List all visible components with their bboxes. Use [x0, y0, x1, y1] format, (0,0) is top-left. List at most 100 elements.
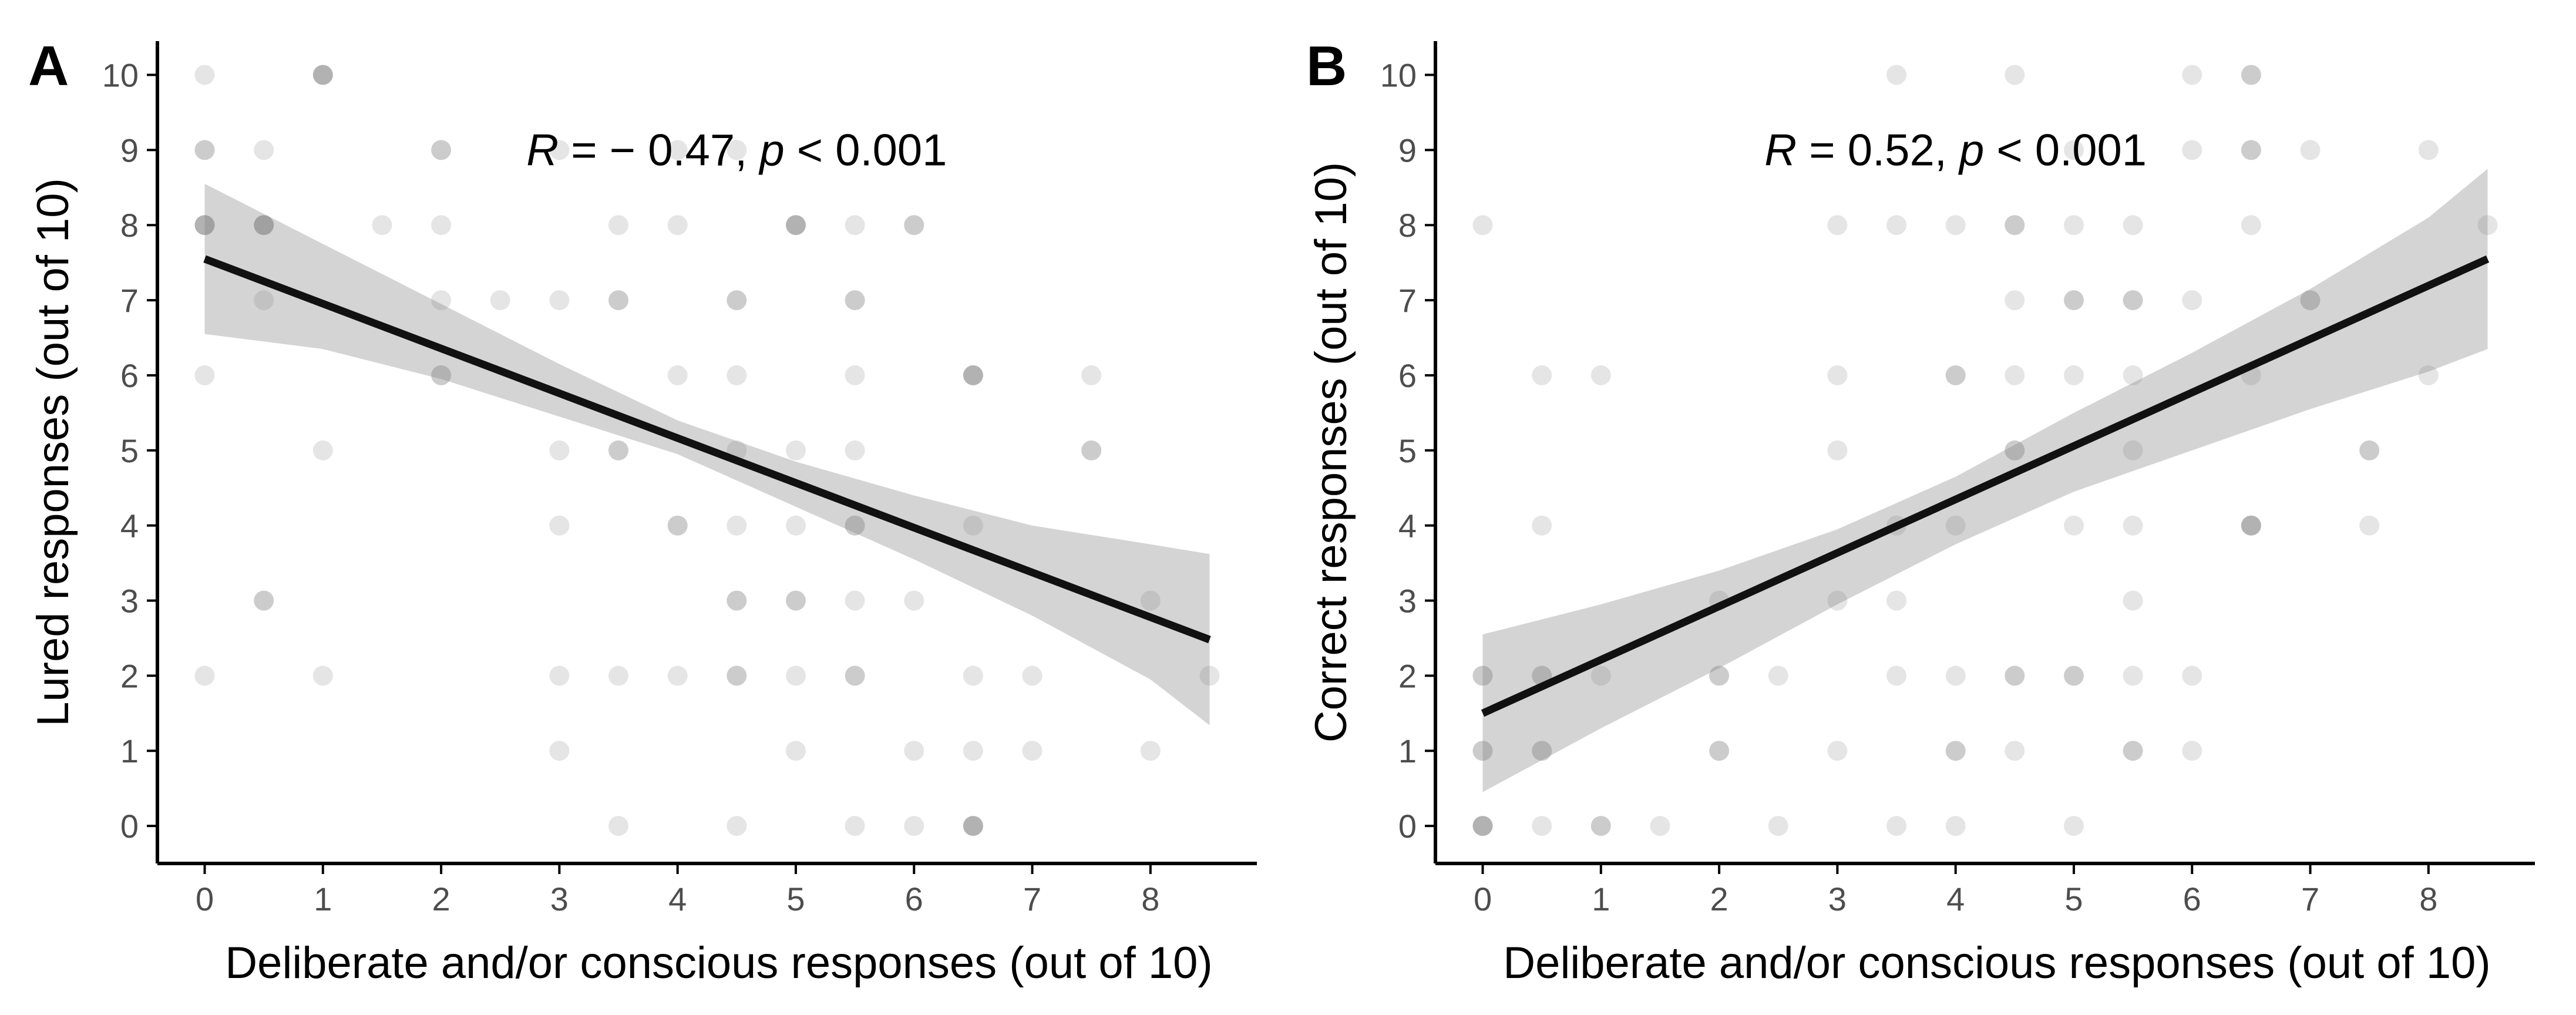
panel-a-data-point: [786, 215, 806, 236]
panel-b-data-point: [1650, 816, 1670, 836]
panel-b-data-point: [1827, 215, 1848, 236]
panel-b-label: B: [1306, 35, 1347, 98]
panel-a-fit-group: [203, 255, 1211, 644]
panel-a-data-point: [845, 365, 865, 385]
panel-a-data-point: [194, 140, 215, 160]
panel-a-data-point: [667, 515, 688, 536]
panel-a-y-tick-label: 6: [120, 357, 139, 394]
panel-b-x-tick-label: 3: [1828, 880, 1847, 917]
panel-a-data-point: [549, 666, 570, 686]
panel-b-data-point: [1827, 440, 1848, 461]
panel-b-x-tick-label: 4: [1946, 880, 1965, 917]
panel-b-data-point: [1886, 816, 1906, 836]
panel-a-data-point: [608, 816, 628, 836]
panel-a-data-point: [608, 666, 628, 686]
panel-a-data-point: [254, 590, 274, 611]
panel-b-data-point: [1945, 215, 1966, 236]
panel-a-y-axis-title: Lured responses (out of 10): [28, 178, 78, 727]
panel-a-x-tick-label: 3: [550, 880, 569, 917]
panel-a-data-point: [549, 140, 570, 160]
panel-b-x-tick-label: 1: [1592, 880, 1610, 917]
panel-b-confidence-band: [1482, 169, 2488, 792]
panel-b-data-point: [2182, 741, 2202, 761]
panel-b-data-point: [1532, 365, 1552, 385]
panel-a-data-point: [904, 741, 924, 761]
panel-b-y-tick-label: 6: [1398, 357, 1417, 394]
panel-b-r-value: = 0.52,: [1797, 125, 1959, 175]
panel-b-data-point: [1532, 816, 1552, 836]
panel-b-r-symbol: R: [1764, 125, 1797, 175]
panel-b-x-tick-label: 5: [2064, 880, 2083, 917]
panel-a-y-tick-label: 10: [102, 57, 139, 94]
panel-a-data-point: [667, 140, 688, 160]
panel-a-data-point: [727, 590, 747, 611]
panel-a-data-point: [727, 290, 747, 311]
panel-a-data-point: [549, 741, 570, 761]
panel-a-data-point: [254, 290, 274, 311]
panel-a-data-point: [845, 290, 865, 311]
panel-a-data-point: [549, 515, 570, 536]
panel-b-data-point: [2005, 741, 2025, 761]
panel-b-data-point: [2182, 65, 2202, 85]
panel-a-data-point: [1081, 365, 1102, 385]
panel-b-y-tick-label: 7: [1398, 282, 1417, 319]
panel-b-data-point: [1945, 816, 1966, 836]
panel-b-data-point: [2300, 140, 2321, 160]
panel-a-data-point: [490, 290, 510, 311]
panel-a-confidence-band-group: [204, 183, 1210, 725]
panel-a-data-point: [1140, 741, 1161, 761]
panel-b-correlation-annotation: R = 0.52, p < 0.001: [1764, 125, 2147, 175]
panel-a-confidence-band: [204, 183, 1210, 725]
panel-a-x-tick-label: 2: [432, 880, 450, 917]
panel-b-data-point: [2064, 816, 2084, 836]
panel-b-x-tick-label: 7: [2301, 880, 2319, 917]
panel-b-data-point: [2182, 666, 2202, 686]
panel-b-data-point: [2182, 290, 2202, 311]
panel-a-y-tick-label: 7: [120, 282, 139, 319]
panel-b-data-point: [2123, 590, 2143, 611]
panel-a-data-point: [431, 290, 452, 311]
panel-b-x-tick-label: 0: [1474, 880, 1492, 917]
panel-b-data-point: [2064, 215, 2084, 236]
panel-a-p-symbol: p: [758, 125, 784, 175]
panel-a-data-point: [786, 515, 806, 536]
panel-b-data-point: [2064, 666, 2084, 686]
panel-a-data-point: [845, 816, 865, 836]
panel-a-data-point: [194, 365, 215, 385]
panel-b-y-tick-label: 2: [1398, 657, 1417, 694]
panel-b-data-point: [1768, 816, 1788, 836]
panel-a-data-point: [254, 215, 274, 236]
panel-a-data-point: [667, 666, 688, 686]
panel-a-data-point: [1081, 440, 1102, 461]
panel-a-y-tick-label: 2: [120, 657, 139, 694]
panel-a-data-point: [608, 215, 628, 236]
panel-a-data-point: [904, 590, 924, 611]
panel-a-data-point: [727, 816, 747, 836]
panel-a-data-point: [1022, 741, 1042, 761]
panel-b-points-group: [1472, 65, 2498, 836]
panel-b-data-point: [1827, 741, 1848, 761]
panel-a-points-group: [194, 65, 1220, 836]
panel-b-data-point: [2241, 515, 2261, 536]
panel-a-data-point: [786, 440, 806, 461]
panel-b-data-point: [2123, 440, 2143, 461]
panel-a-data-point: [963, 816, 983, 836]
panel-a-data-point: [786, 666, 806, 686]
panel-a-data-point: [312, 666, 333, 686]
panel-b-data-point: [2005, 666, 2025, 686]
panel-a-y-tick-label: 8: [120, 207, 139, 244]
panel-a-x-tick-label: 5: [786, 880, 805, 917]
panel-b-fit-group: [1481, 255, 2490, 717]
panel-a-y-tick-label: 4: [120, 508, 139, 545]
panel-a-data-point: [667, 215, 688, 236]
panel-b-data-point: [1472, 666, 1493, 686]
panel-a-x-tick-label: 1: [314, 880, 332, 917]
panel-a-x-tick-label: 0: [196, 880, 214, 917]
panel-b-p-symbol: p: [1958, 125, 1984, 175]
panel-a-data-point: [431, 140, 452, 160]
panel-b-y-tick-label: 9: [1398, 132, 1417, 169]
panel-b: B 0 1 2 3 4 5 6 7 8 0 1 2 3 4 5 6 7 8 9 10 R = 0.52, p < 0.…: [1306, 35, 2535, 988]
panel-b-data-point: [2241, 215, 2261, 236]
panel-b-data-point: [2241, 65, 2261, 85]
